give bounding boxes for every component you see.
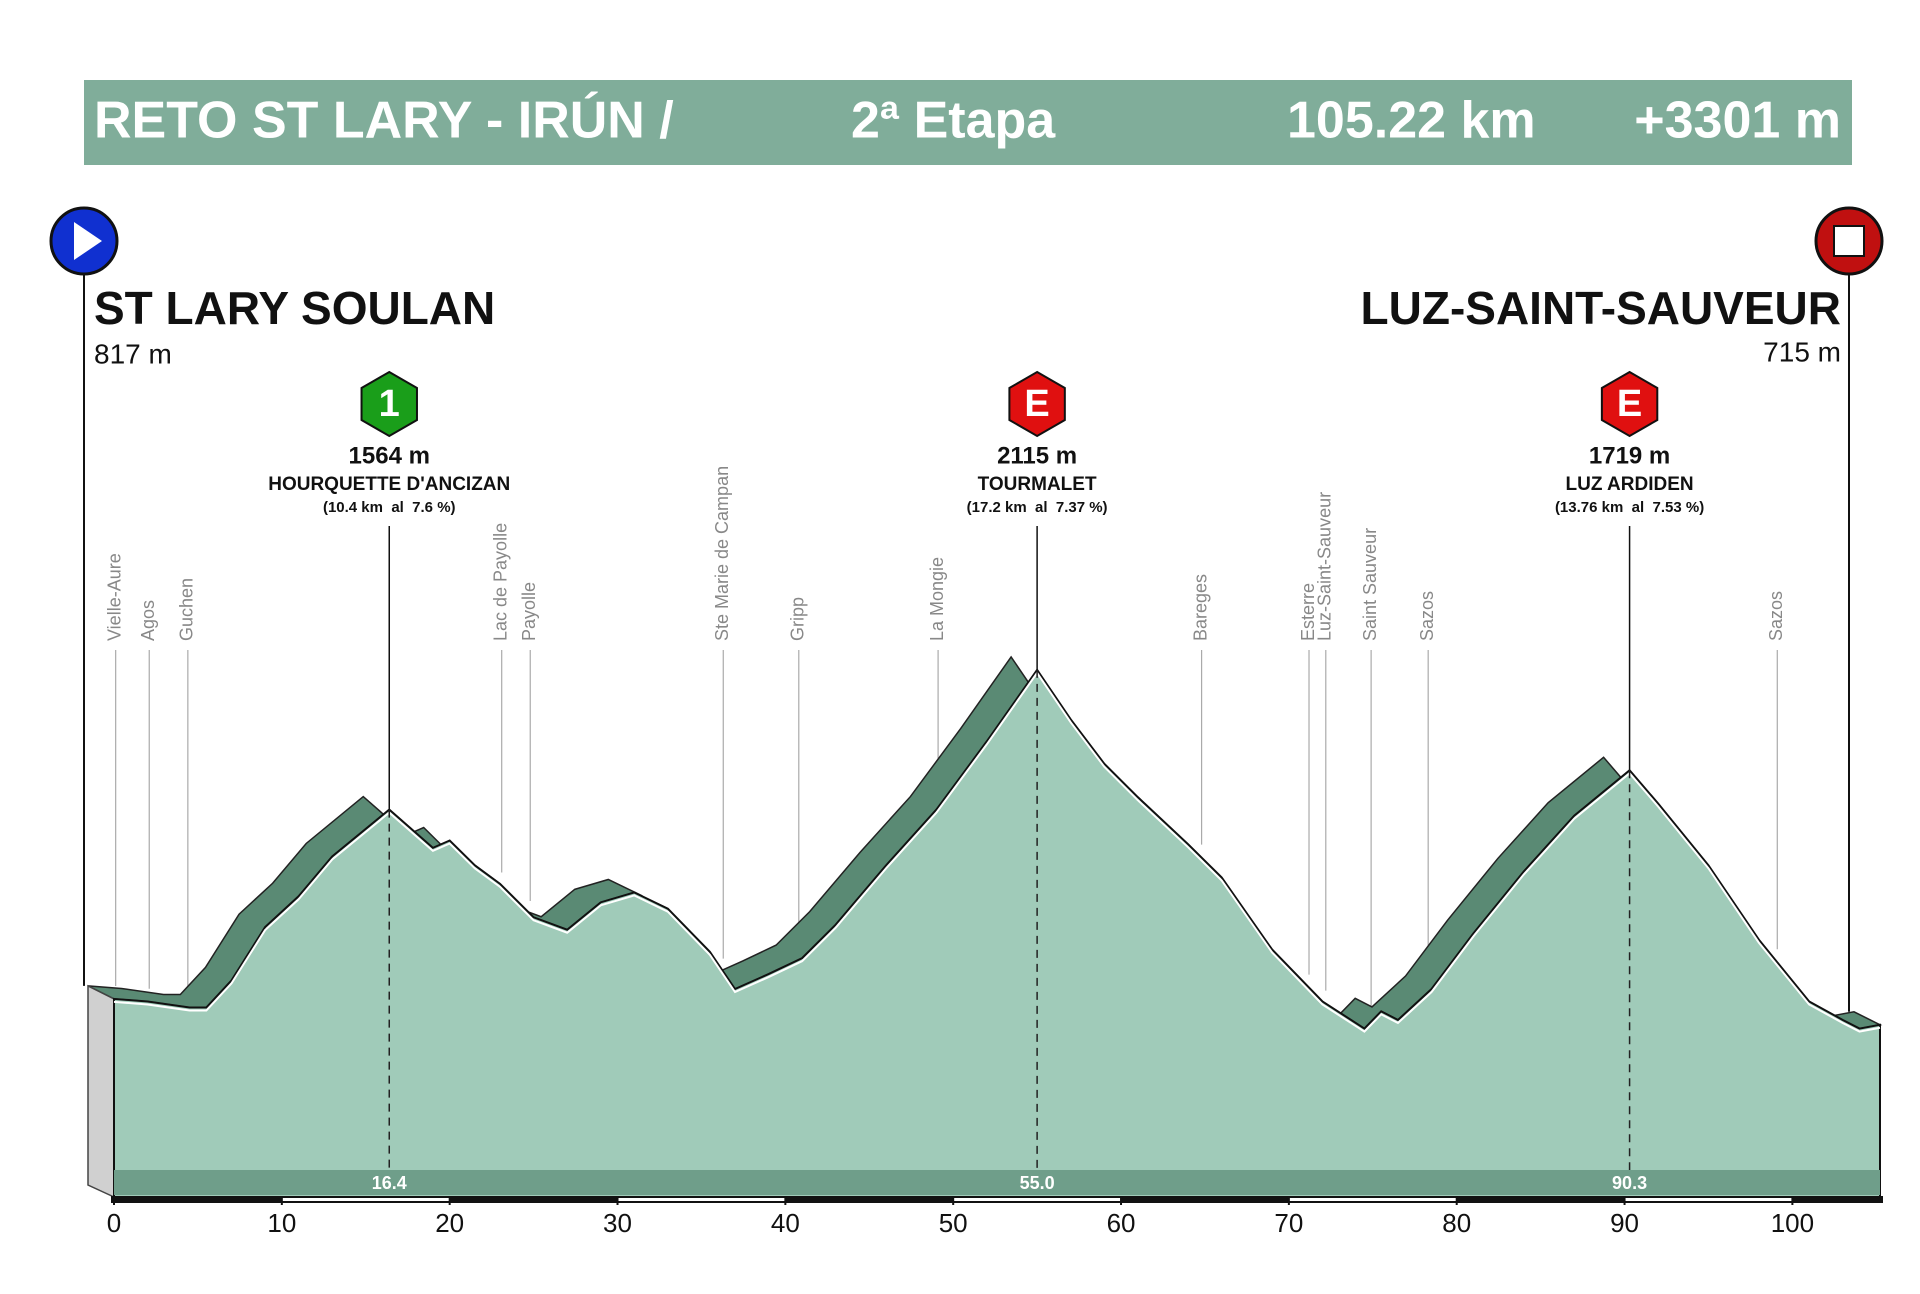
start-name: ST LARY SOULAN [94,282,495,334]
climb-name: LUZ ARDIDEN [1566,474,1694,495]
climbing: +3301 m [1634,92,1841,150]
start-arrow [74,222,102,260]
header-bar [84,80,1852,165]
axis-segment [281,1198,450,1201]
x-tick-label: 70 [1274,1208,1303,1238]
x-tick-label: 40 [771,1208,800,1238]
finish-elevation: 715 m [1763,336,1841,367]
climb-km: 55.0 [1020,1173,1055,1193]
axis-segment [953,1198,1122,1201]
x-tick-label: 60 [1107,1208,1136,1238]
axis-segment [1624,1198,1793,1201]
profile-layer: Vielle-Aure Agos Guchen Lac de Payolle Payol… [83,274,1883,1238]
place-label: Guchen [177,578,197,641]
x-tick-label: 0 [107,1208,121,1238]
place-label: Sazos [1417,591,1437,641]
place-label: Ste Marie de Campan [712,466,732,641]
place-label: Lac de Payolle [490,523,510,641]
x-tick-label: 20 [435,1208,464,1238]
climb-category: E [1024,383,1049,425]
x-tick-label: 80 [1442,1208,1471,1238]
finish-name: LUZ-SAINT-SAUVEUR [1361,282,1841,334]
place-label: Saint Sauveur [1360,528,1380,641]
x-tick-label: 30 [603,1208,632,1238]
place-label: Gripp [788,597,808,641]
profile-left-face [87,984,115,1199]
climb-detail: (13.76 km al 7.53 %) [1555,499,1704,516]
stage-title: 2ª Etapa [851,92,1056,150]
climb-badge [360,370,418,438]
km-strip [114,1170,1880,1195]
place-label: Payolle [519,582,539,641]
climb-name: HOURQUETTE D'ANCIZAN [268,474,510,495]
climb-elevation: 2115 m [997,442,1077,469]
place-label: La Mongie [927,557,947,641]
climb-badge [1600,370,1659,438]
axis-segment [1288,1198,1457,1201]
start-elevation: 817 m [94,338,172,369]
climb-detail: (10.4 km al 7.6 %) [323,499,456,516]
place-label: Luz-Saint-Sauveur [1315,492,1335,641]
route-title: RETO ST LARY - IRÚN / [94,92,674,150]
climb-badge [1008,370,1066,438]
elevation-profile [113,668,1881,1198]
x-tick-label: 10 [267,1208,296,1238]
x-tick-label: 100 [1771,1208,1814,1238]
climb-km: 90.3 [1612,1173,1647,1193]
finish-square [1833,225,1865,257]
axis-segment [617,1198,786,1201]
distance: 105.22 km [1287,92,1536,150]
place-label: Bareges [1190,574,1210,641]
profile-highlight [113,671,1881,1033]
place-label: Sazos [1766,591,1786,641]
climb-category: E [1617,383,1642,425]
climb-category: 1 [379,383,400,425]
climb-name: TOURMALET [978,474,1097,495]
climb-detail: (17.2 km al 7.37 %) [967,499,1108,516]
climb-elevation: 1719 m [1589,442,1670,469]
climb-elevation: 1564 m [349,442,430,469]
climb-km: 16.4 [372,1173,407,1193]
place-label: Vielle-Aure [104,553,124,641]
place-label: Agos [138,600,158,641]
x-tick-label: 90 [1610,1208,1639,1238]
place-label: Esterre [1298,583,1318,641]
x-tick-label: 50 [939,1208,968,1238]
